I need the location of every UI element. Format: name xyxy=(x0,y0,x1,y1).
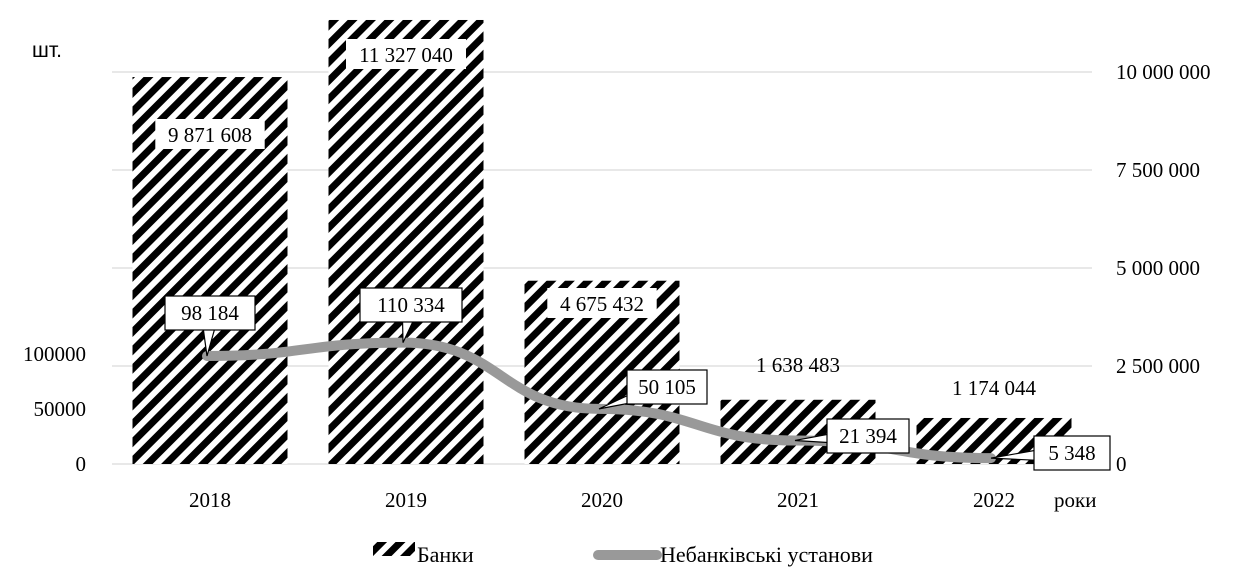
callout-fill xyxy=(361,289,461,321)
right-y-tick-label: 2 500 000 xyxy=(1116,354,1200,378)
line-data-label: 98 184 xyxy=(164,295,256,357)
left-y-tick-label: 50000 xyxy=(34,397,87,421)
bar-data-label: 1 638 483 xyxy=(756,353,840,377)
legend-swatch-bars xyxy=(373,542,415,556)
axes-layer: 2018 2019 2020 2021 2022 роки 0 2 500 000 5 000 … xyxy=(23,39,1211,512)
legend-layer: Банки Небанківські установи xyxy=(373,542,873,567)
x-tick-label: 2018 xyxy=(189,488,231,512)
bars-layer xyxy=(132,19,1072,465)
callout-fill xyxy=(166,297,254,329)
line-label-text: 50 105 xyxy=(638,375,696,399)
x-tick-label: 2020 xyxy=(581,488,623,512)
y-axis-title: шт. xyxy=(32,39,62,62)
bar-data-label: 4 675 432 xyxy=(560,292,644,316)
line-data-label: 50 105 xyxy=(598,369,708,410)
right-y-tick-label: 7 500 000 xyxy=(1116,158,1200,182)
line-label-text: 21 394 xyxy=(839,424,897,448)
bar-label-bg xyxy=(547,288,657,318)
right-y-tick-label: 10 000 000 xyxy=(1116,60,1211,84)
line-data-label: 110 334 xyxy=(359,287,463,343)
callout-fill xyxy=(628,371,706,403)
callout-fill xyxy=(828,420,908,452)
labels-layer: 9 871 608 11 327 040 4 675 432 1 638 483 1 1… xyxy=(155,39,1111,471)
bar-data-label: 1 174 044 xyxy=(952,376,1037,400)
x-tick-label: 2021 xyxy=(777,488,819,512)
left-y-tick-label: 0 xyxy=(76,452,87,476)
bar-label-bg xyxy=(346,39,466,69)
x-tick-label: 2019 xyxy=(385,488,427,512)
legend-label-bars: Банки xyxy=(417,542,474,567)
x-tick-label: 2022 xyxy=(973,488,1015,512)
legend-label-line: Небанківські установи xyxy=(660,542,873,567)
x-axis-title: роки xyxy=(1054,488,1096,512)
left-y-tick-label: 100000 xyxy=(23,342,86,366)
right-y-tick-label: 5 000 000 xyxy=(1116,256,1200,280)
line-label-text: 98 184 xyxy=(181,301,239,325)
bar-label-bg xyxy=(155,119,265,149)
bar-data-label: 9 871 608 xyxy=(168,123,252,147)
line-data-label: 21 394 xyxy=(794,418,910,454)
line-label-text: 110 334 xyxy=(377,293,445,317)
right-y-tick-label: 0 xyxy=(1116,452,1127,476)
line-data-label: 5 348 xyxy=(990,435,1111,471)
bar-data-label: 11 327 040 xyxy=(359,43,453,67)
line-label-text: 5 348 xyxy=(1048,441,1095,465)
callout-fill xyxy=(1035,437,1109,469)
bar-2019 xyxy=(328,19,484,464)
